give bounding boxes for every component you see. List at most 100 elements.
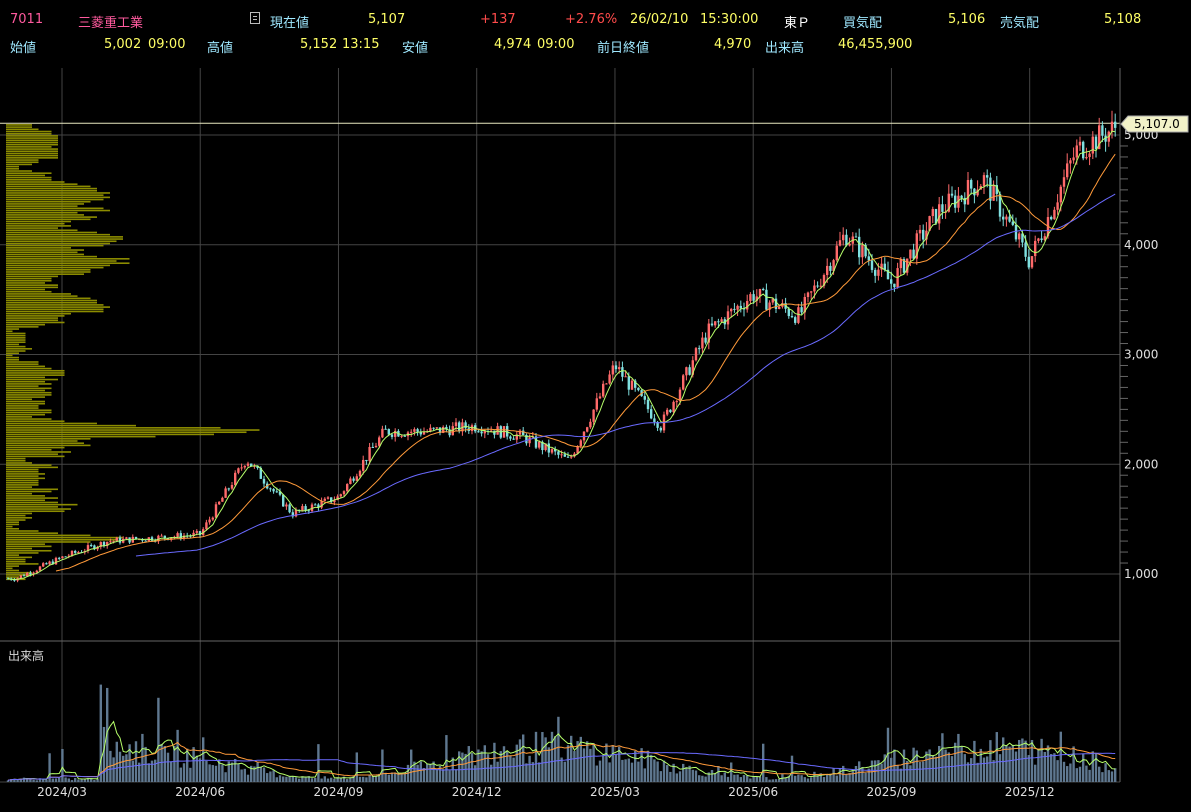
quote-time: 15:30:00: [700, 12, 759, 27]
volume-bar: [64, 777, 67, 782]
volume-profile-bar: [6, 284, 58, 286]
candle-body: [704, 337, 707, 343]
candle-body: [208, 519, 211, 523]
volume-bar: [214, 765, 218, 782]
volume-label: 出来高: [765, 41, 805, 56]
volume-profile-bar: [6, 523, 19, 526]
volume-profile-bar: [6, 196, 110, 199]
candle-body: [701, 337, 704, 349]
volume-bar: [826, 774, 829, 782]
candle-body: [291, 512, 294, 517]
candle-body: [1037, 238, 1040, 241]
volume-bar: [541, 732, 544, 782]
volume-bar: [1018, 739, 1021, 782]
candle-body: [576, 445, 579, 454]
y-tick-label: 4,000: [1124, 238, 1158, 252]
volume-profile-bar: [6, 574, 32, 576]
candle-body: [243, 465, 246, 468]
volume-bar: [592, 743, 595, 782]
volume-bar: [938, 745, 941, 782]
volume-bar: [99, 684, 102, 782]
moving-average-line: [55, 153, 1116, 572]
volume-bar: [867, 768, 870, 782]
low-value: 4,974: [494, 37, 532, 52]
volume-bar: [637, 761, 640, 782]
volume-bar: [314, 777, 317, 782]
volume-bar: [525, 763, 528, 782]
volume-bar: [1053, 753, 1056, 782]
volume-profile-bar: [6, 225, 71, 227]
candle-body: [957, 195, 960, 208]
y-tick-label: 3,000: [1124, 348, 1158, 362]
volume-bar: [378, 773, 381, 782]
volume-profile-bar: [6, 207, 104, 210]
volume-bar: [477, 749, 480, 782]
volume-profile-bar: [6, 319, 58, 322]
volume-profile-bar: [6, 372, 65, 374]
volume-bar: [493, 742, 496, 782]
volume-bar: [560, 757, 563, 782]
volume-profile-bar: [6, 440, 78, 442]
volume-profile-bar: [6, 330, 13, 333]
candle-body: [602, 383, 605, 397]
volume-bar: [182, 763, 186, 782]
volume-bar: [778, 778, 781, 782]
volume-profile-bar: [6, 304, 104, 306]
candle-body: [950, 193, 954, 196]
volume-bar: [374, 775, 378, 782]
volume-profile-bar: [6, 556, 32, 559]
volume-bar: [800, 775, 803, 782]
volume-profile-bar: [6, 448, 52, 451]
volume-profile-bar: [6, 279, 52, 282]
candle-body: [179, 533, 182, 539]
candle-body: [982, 175, 986, 187]
candle-body: [240, 467, 243, 469]
volume-bar: [726, 776, 730, 782]
volume-bar: [6, 780, 10, 782]
volume-bar: [714, 773, 717, 782]
candle-body: [618, 367, 621, 370]
volume-bar: [256, 762, 259, 782]
volume-bar: [1114, 768, 1117, 782]
volume-profile-bar: [6, 383, 52, 385]
candle-body: [1021, 233, 1024, 243]
volume-profile-bar: [6, 567, 13, 570]
candle-body: [70, 551, 74, 556]
volume-bar: [19, 778, 22, 782]
candle-body: [413, 429, 416, 432]
candle-body: [205, 522, 208, 530]
volume-profile-bar: [6, 455, 65, 458]
candle-body: [678, 389, 682, 402]
candle-body: [1072, 157, 1075, 161]
volume-bar: [102, 726, 106, 782]
volume-bar: [966, 762, 970, 782]
candle-body: [93, 545, 96, 550]
volume-bar: [1078, 766, 1082, 782]
volume-bar: [384, 772, 387, 782]
volume-bar: [909, 765, 912, 782]
volume-bar: [646, 750, 650, 782]
volume-bar: [323, 776, 326, 782]
candle-body: [144, 540, 147, 542]
volume-profile-bar: [6, 358, 19, 361]
volume-bar: [118, 751, 122, 782]
volume-profile-bar: [6, 165, 19, 168]
candle-body: [416, 429, 419, 432]
candle-body: [272, 488, 275, 492]
volume-bar: [390, 772, 394, 782]
candle-body: [522, 430, 525, 435]
candle-body: [1075, 145, 1078, 158]
volume-bar: [368, 775, 371, 782]
candle-body: [42, 563, 45, 567]
candle-body: [1114, 121, 1117, 128]
document-icon[interactable]: [250, 12, 260, 24]
volume-bar: [1062, 761, 1066, 782]
volume-profile-bar: [6, 124, 32, 126]
volume-bar: [272, 770, 275, 782]
volume-bar: [528, 755, 531, 782]
candle-body: [45, 563, 48, 565]
volume-bar: [432, 761, 435, 782]
volume-bar: [998, 754, 1002, 782]
volume-profile-bar: [6, 273, 84, 275]
